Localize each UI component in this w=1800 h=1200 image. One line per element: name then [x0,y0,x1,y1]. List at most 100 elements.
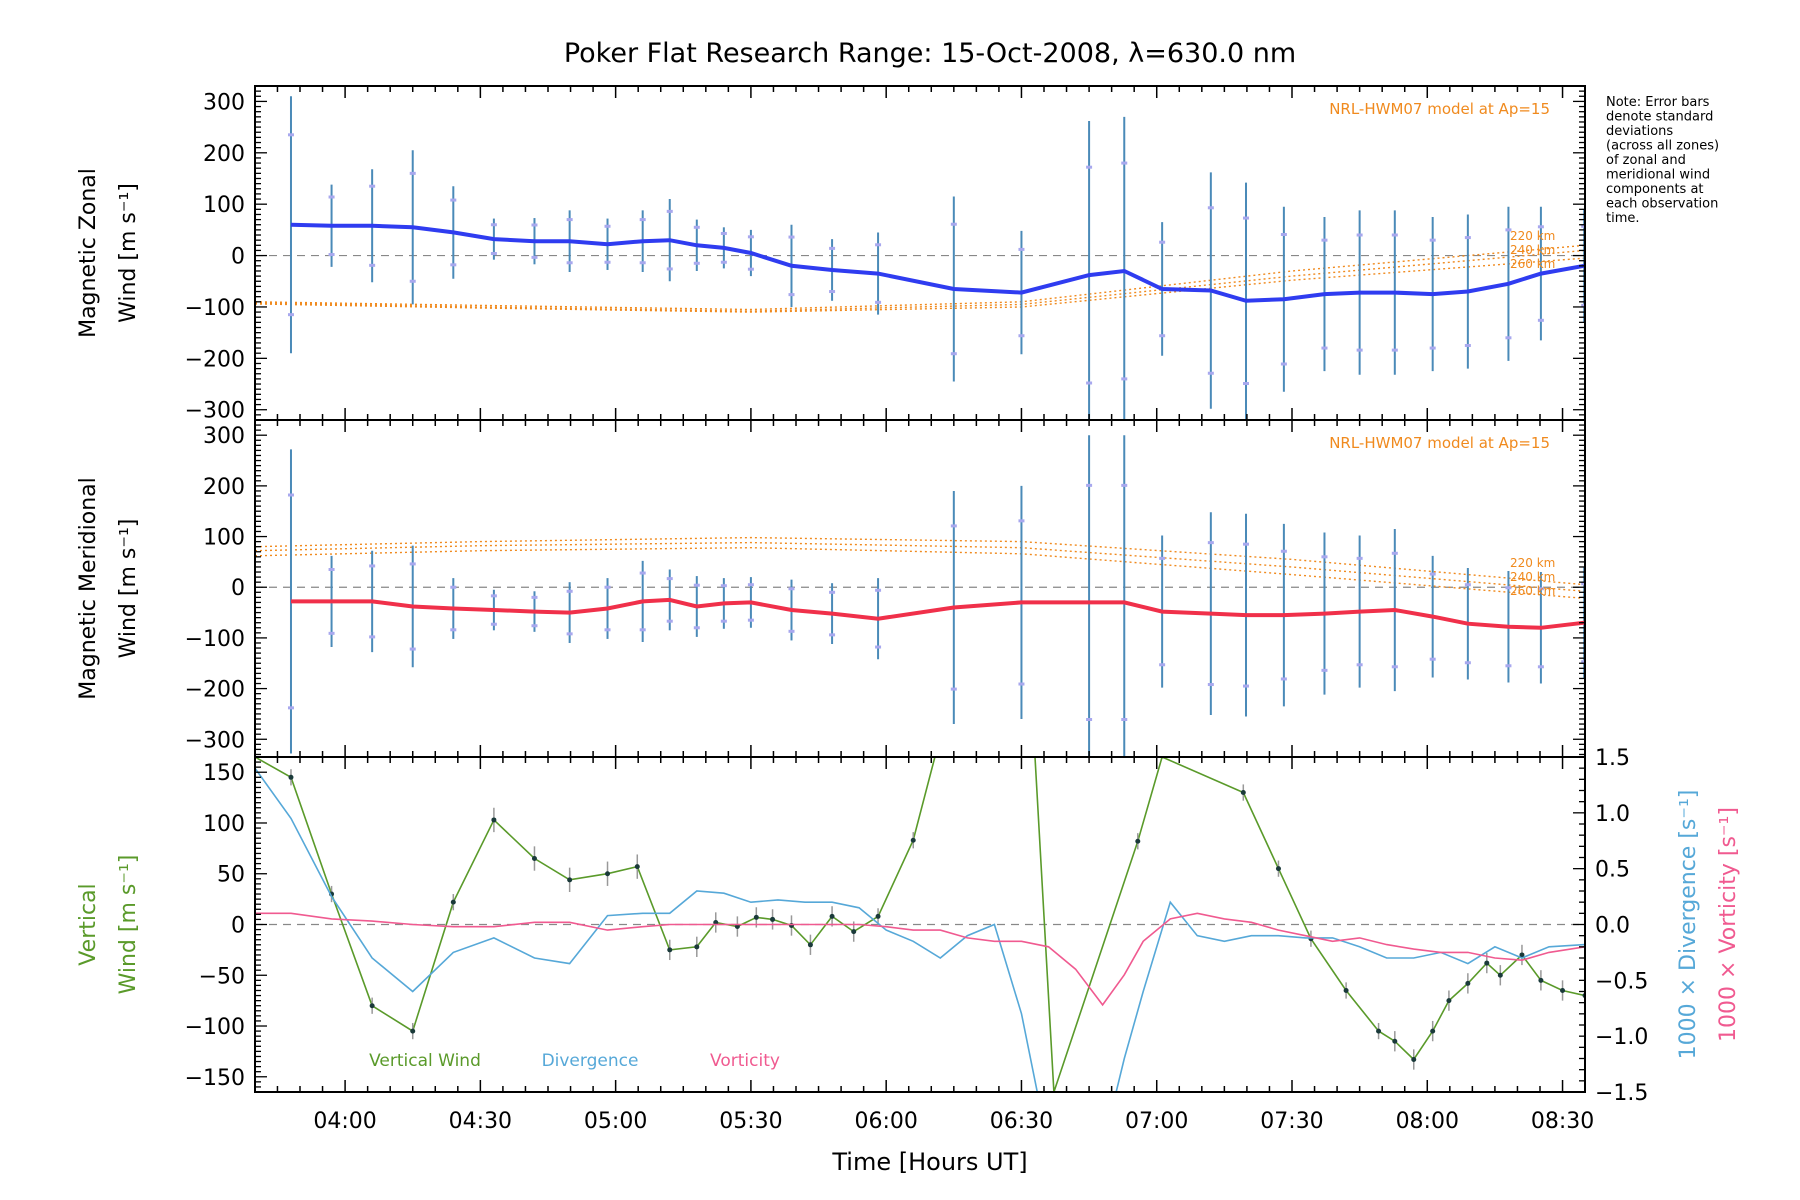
y-tick-label: 100 [203,526,245,551]
x-tick-label: 08:30 [1531,1109,1594,1134]
panel-zonal: 300 200 100 0 −100 −200 −300 Magnetic Zonal Wind… [76,85,1586,424]
model-alt-label: 220 km [1510,229,1555,243]
meridional-wind-line [291,597,1585,630]
data-point [491,817,497,823]
note-line: (across all zones) [1606,139,1719,154]
model-curve [255,546,1585,600]
y-tick-label-right: 1.0 [1595,802,1630,827]
model-alt-label: 260 km [1510,257,1555,271]
data-point [410,1028,416,1034]
data-point [1538,977,1544,983]
y-tick-label-right: 1.5 [1595,746,1630,771]
y-tick-label-right: −0.5 [1595,969,1648,994]
data-point [829,913,835,919]
data-point [634,864,640,870]
data-point [807,942,813,948]
y-tick-label: 100 [203,812,245,837]
y-tick-label-right: −1.5 [1595,1081,1648,1106]
data-point [1240,790,1246,796]
panel-vertical: 150 100 50 0 −50 −100 −150 Vertical Wind [m s⁻¹]… [76,746,1741,1106]
data-point [667,947,673,953]
data-point [1275,866,1281,872]
plot-area [255,96,1585,420]
y-tick-label: −100 [185,1015,245,1040]
y-tick-label: 0 [231,576,245,601]
legend-entry: Vorticity [710,1051,780,1071]
y-tick-label: 300 [203,424,245,449]
data-point [605,871,611,877]
model-curve [255,249,1585,312]
zonal-wind-line [290,222,1585,303]
model-curve [255,257,1585,313]
y-axis-label: Magnetic Meridional [76,477,101,699]
y-tick-label: −50 [199,964,245,989]
y-tick-label: −200 [185,347,245,372]
note-line: Note: Error bars [1606,95,1710,110]
vertical-wind-line [255,757,1585,1092]
plot-area [255,757,1585,1092]
x-axis-label: Time [Hours UT] [831,1148,1027,1176]
y-tick-label: 0 [231,914,245,939]
x-tick-label: 04:30 [449,1109,512,1134]
x-tick-label: 06:30 [990,1109,1053,1134]
data-point [1446,998,1452,1004]
panel-meridional: 300 200 100 0 −100 −200 −300 Magnetic Meridiona… [76,419,1586,758]
note-line: meridional wind [1606,168,1710,183]
data-point [288,774,294,780]
data-point [1411,1057,1417,1063]
data-point [1465,980,1471,986]
y-axis-label: Vertical [76,883,101,965]
note-line: components at [1606,182,1704,197]
x-tick-label: 08:00 [1396,1109,1459,1134]
x-tick-label: 05:30 [719,1109,782,1134]
y-tick-label-right: −1.0 [1595,1025,1648,1050]
data-point [1497,972,1503,978]
data-point [1484,960,1490,966]
model-label: NRL-HWM07 model at Ap=15 [1329,100,1550,118]
note-line: of zonal and [1606,153,1686,168]
y-tick-label: −200 [185,678,245,703]
note-line: each observation [1606,197,1718,212]
legend-entry: Vertical Wind [369,1051,481,1071]
data-point [694,944,700,950]
vorticity-line [255,912,1585,1007]
x-tick-label: 05:00 [584,1109,647,1134]
data-point [369,1003,375,1009]
y-tick-label-right: 0.0 [1595,914,1630,939]
model-alt-label: 220 km [1510,556,1555,570]
data-point [1519,952,1525,958]
model-label: NRL-HWM07 model at Ap=15 [1329,434,1550,452]
data-point [567,877,573,883]
data-point [1430,1028,1436,1034]
x-tick-label: 07:30 [1260,1109,1323,1134]
x-axis: 04:00 04:30 05:00 05:30 06:00 06:30 07:00 07:30… [313,1109,1594,1134]
data-point [1343,987,1349,993]
y-tick-label: −100 [185,627,245,652]
legend-entry: Divergence [542,1051,639,1071]
panel-frame [254,85,1586,421]
x-tick-label: 07:00 [1125,1109,1188,1134]
y-tick-label: −150 [185,1066,245,1091]
data-point [531,856,537,862]
data-point [1560,987,1566,993]
figure-title: Poker Flat Research Range: 15-Oct-2008, … [564,38,1296,69]
data-point [910,837,916,843]
y-tick-label: −300 [185,728,245,753]
model-alt-label: 240 km [1510,570,1555,584]
x-tick-label: 04:00 [313,1109,376,1134]
y-tick-label: 0 [231,245,245,270]
y-tick-label-right: 0.5 [1595,858,1630,883]
y-tick-label: −100 [185,296,245,321]
data-point [450,899,456,905]
model-curve [255,541,1585,592]
y-axis-label-right: 1000 × Divergence [s⁻¹] [1676,790,1701,1060]
y-tick-label: 100 [203,193,245,218]
y-tick-label: 300 [203,90,245,115]
model-alt-label: 240 km [1510,243,1555,257]
data-point [770,916,776,922]
data-point [851,929,857,935]
note-line: denote standard [1606,110,1713,125]
model-alt-label: 260 km [1510,584,1555,598]
